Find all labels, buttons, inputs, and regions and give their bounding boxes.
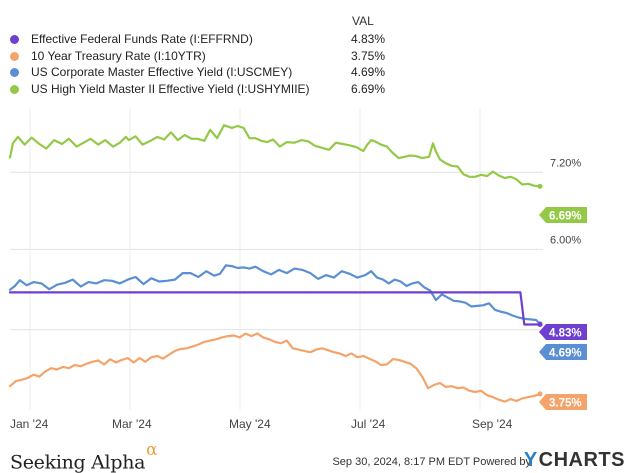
alpha-icon: α bbox=[146, 440, 158, 460]
series-end-point bbox=[537, 322, 543, 328]
y-tick-label: 7.20% bbox=[550, 157, 581, 169]
line-chart: 6.00% 7.20% Jan '24 Mar '24 May '24 Jul '24 Se… bbox=[8, 108, 587, 431]
legend-series-value: 4.83% bbox=[350, 32, 385, 46]
legend-marker-icon bbox=[10, 68, 19, 77]
end-value-label: 4.69% bbox=[549, 348, 582, 360]
end-value-tag bbox=[539, 207, 587, 223]
end-value-label: 3.75% bbox=[549, 398, 582, 410]
series-line bbox=[8, 264, 542, 325]
legend-series-value: 3.75% bbox=[350, 48, 385, 63]
series-end-point bbox=[537, 391, 543, 397]
legend-series-name: 10 Year Treasury Rate (I:10YTR) bbox=[31, 48, 206, 63]
series-end-point bbox=[537, 183, 543, 189]
legend-item: US Corporate Master Effective Yield (I:U… bbox=[10, 64, 385, 80]
x-tick-label: Jul '24 bbox=[351, 417, 386, 431]
ycharts-text: CHARTS bbox=[538, 449, 625, 471]
legend-marker-icon bbox=[10, 84, 19, 94]
seeking-alpha-logo: Seeking Alphaα bbox=[10, 440, 158, 473]
legend-item: Effective Federal Funds Rate (I:EFFRND) 4… bbox=[10, 31, 385, 47]
legend-series-value: 6.69% bbox=[350, 81, 385, 96]
legend-series-name: Effective Federal Funds Rate (I:EFFRND) bbox=[31, 32, 253, 46]
legend-series-name: US Corporate Master Effective Yield (I:U… bbox=[31, 65, 293, 79]
chart-legend: VAL Effective Federal Funds Rate (I:EFFR… bbox=[0, 0, 635, 100]
end-value-tag bbox=[539, 324, 587, 340]
series-line bbox=[8, 291, 542, 326]
legend-series-name: US High Yield Master II Effective Yield … bbox=[31, 81, 310, 96]
end-value-label: 4.83% bbox=[549, 328, 582, 340]
legend-marker-icon bbox=[10, 35, 19, 44]
ycharts-y-icon: Y bbox=[523, 449, 538, 471]
legend-item: US High Yield Master II Effective Yield … bbox=[10, 81, 385, 97]
x-tick-label: Jan '24 bbox=[10, 417, 49, 431]
y-tick-label: 6.00% bbox=[550, 234, 581, 246]
brand-text: Seeking Alpha bbox=[10, 451, 146, 473]
timestamp: Sep 30, 2024, 8:17 PM EDT Powered by bbox=[332, 456, 531, 468]
series-line bbox=[8, 124, 542, 188]
legend-marker-icon bbox=[10, 51, 19, 61]
end-value-tag bbox=[539, 344, 587, 360]
ycharts-logo: YCHARTS bbox=[524, 449, 625, 472]
x-tick-label: Sep '24 bbox=[472, 417, 513, 431]
end-value-tag bbox=[539, 394, 587, 410]
legend-series-value: 4.69% bbox=[350, 65, 385, 79]
series-line bbox=[8, 332, 542, 403]
end-value-label: 6.69% bbox=[549, 211, 582, 223]
footer: Seeking Alphaα Sep 30, 2024, 8:17 PM EDT… bbox=[0, 438, 635, 473]
legend-item: 10 Year Treasury Rate (I:10YTR) 3.75% bbox=[10, 48, 385, 64]
x-tick-label: May '24 bbox=[229, 417, 271, 431]
legend-value-header: VAL bbox=[352, 14, 374, 28]
x-tick-label: Mar '24 bbox=[112, 417, 152, 431]
